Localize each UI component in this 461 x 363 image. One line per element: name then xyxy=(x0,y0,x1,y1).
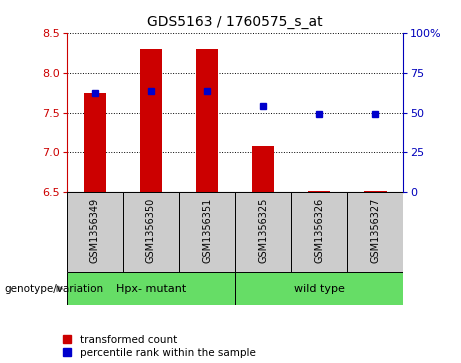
Bar xyxy=(196,49,218,192)
Bar xyxy=(291,192,347,272)
Text: GSM1356350: GSM1356350 xyxy=(146,198,156,263)
Bar xyxy=(140,49,162,192)
Text: GSM1356327: GSM1356327 xyxy=(370,198,380,264)
Legend: transformed count, percentile rank within the sample: transformed count, percentile rank withi… xyxy=(63,335,255,358)
Bar xyxy=(67,192,123,272)
Bar xyxy=(179,192,235,272)
Bar xyxy=(347,192,403,272)
Bar xyxy=(235,192,291,272)
Bar xyxy=(123,192,179,272)
Bar xyxy=(364,191,386,192)
Bar xyxy=(308,191,331,192)
Text: Hpx- mutant: Hpx- mutant xyxy=(116,284,186,294)
Text: wild type: wild type xyxy=(294,284,345,294)
Text: GSM1356351: GSM1356351 xyxy=(202,198,212,263)
Text: GSM1356349: GSM1356349 xyxy=(90,198,100,263)
Bar xyxy=(252,146,274,192)
Text: GSM1356326: GSM1356326 xyxy=(314,198,324,263)
Text: GSM1356325: GSM1356325 xyxy=(258,198,268,264)
Bar xyxy=(83,93,106,192)
Text: GDS5163 / 1760575_s_at: GDS5163 / 1760575_s_at xyxy=(148,15,323,29)
Bar xyxy=(235,272,403,305)
Bar xyxy=(67,272,235,305)
Text: genotype/variation: genotype/variation xyxy=(5,284,104,294)
